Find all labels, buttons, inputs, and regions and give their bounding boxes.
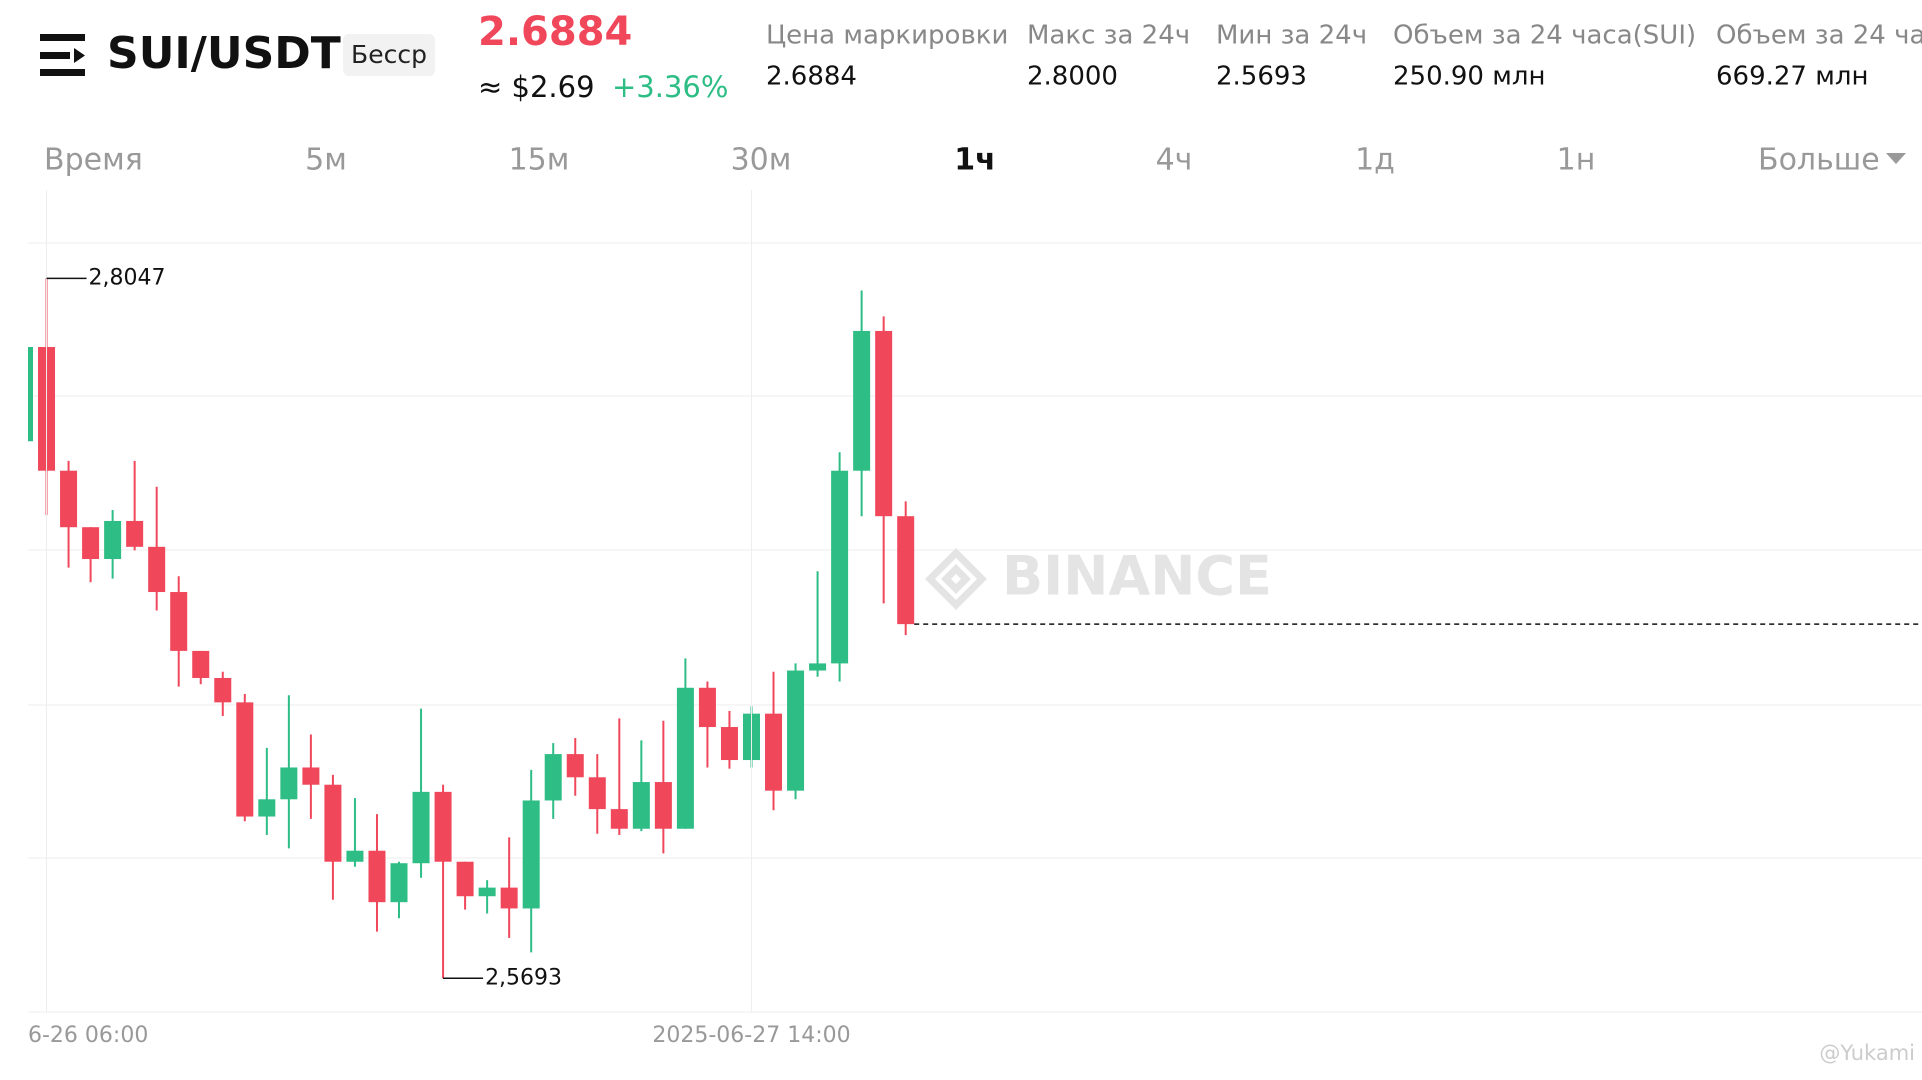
candle-body	[853, 330, 871, 471]
watermark: BINANCE	[1002, 545, 1272, 608]
tab[interactable]: Больше	[1758, 143, 1880, 178]
candle-body	[544, 754, 562, 801]
menu-bar	[40, 34, 85, 41]
candle-body	[280, 767, 298, 800]
tab[interactable]: 5м	[305, 143, 347, 178]
extreme-label: 2,8047	[89, 265, 166, 290]
candle-body	[456, 861, 474, 897]
dropdown-arrow[interactable]	[1886, 153, 1906, 164]
tab[interactable]: 30м	[731, 143, 792, 178]
candle-body	[104, 520, 122, 560]
candle-body	[897, 516, 915, 625]
credit: @Yukami	[1819, 1041, 1915, 1065]
candle-body	[192, 650, 210, 678]
candle-body	[875, 330, 893, 517]
candle-body	[610, 809, 628, 829]
candle-body	[324, 784, 342, 862]
candle-body	[765, 713, 783, 791]
candle-body	[60, 470, 78, 528]
menu-icon[interactable]	[40, 34, 85, 76]
candle-body	[676, 687, 694, 829]
candle-body	[302, 767, 320, 785]
badge: Бесср	[351, 40, 427, 69]
chart: BINANCE 6-26 06:00 2025-06-27 14:00 2,8047…	[28, 190, 1922, 1048]
candle-body	[787, 670, 805, 791]
candle-body	[434, 791, 452, 862]
tab[interactable]: 1д	[1355, 143, 1395, 178]
candle-body	[588, 777, 606, 810]
candle-body	[368, 850, 386, 903]
tabs: Время 5м 15м 30м 1ч 4ч 1д 1н Больше	[44, 143, 1906, 178]
candle-body	[500, 887, 518, 909]
candle-body	[258, 799, 276, 817]
tab[interactable]: 1ч	[954, 143, 995, 178]
stat-label: Объем за 24 часа(SUI)	[1393, 21, 1696, 51]
menu-bar	[40, 52, 70, 59]
x-tick-label: 6-26 06:00	[28, 1023, 148, 1048]
stat-value: 669.27 млн	[1716, 62, 1868, 92]
usd-price: ≈ $2.69	[478, 70, 595, 104]
candle-body	[412, 791, 430, 864]
candle-body	[478, 887, 496, 897]
candle-body	[831, 470, 849, 664]
stat-value: 2.8000	[1027, 62, 1118, 92]
stat-label: Объем за 24 час	[1716, 21, 1922, 51]
candle-body	[720, 727, 738, 761]
stat-value: 250.90 млн	[1393, 62, 1545, 92]
candle-body	[698, 687, 716, 728]
candles	[28, 278, 915, 979]
tab[interactable]: Время	[44, 143, 143, 178]
stat-label: Макс за 24ч	[1027, 21, 1190, 51]
candle-body	[214, 677, 232, 703]
candle-body	[809, 663, 827, 671]
candle-body	[236, 702, 254, 817]
change: +3.36%	[612, 70, 728, 104]
candle-body	[654, 782, 672, 829]
watermark-logo	[925, 548, 987, 610]
stat-label: Цена маркировки	[766, 21, 1008, 51]
candle-body	[148, 546, 166, 593]
tab[interactable]: 1н	[1557, 143, 1596, 178]
candle-body	[28, 347, 33, 442]
pair[interactable]: SUI/USDT	[107, 28, 341, 79]
candle-body	[346, 850, 364, 862]
menu-bar	[40, 69, 85, 76]
x-tick-label: 2025-06-27 14:00	[652, 1023, 850, 1048]
tab[interactable]: 4ч	[1156, 143, 1193, 178]
candle-body	[566, 754, 584, 778]
candle-body	[82, 527, 100, 560]
stats: Цена маркировки 2.6884 Макс за 24ч 2.8000 Ми…	[766, 21, 1922, 92]
stat-value: 2.5693	[1216, 62, 1307, 92]
last-price: 2.6884	[478, 9, 632, 55]
stat-value: 2.6884	[766, 62, 857, 92]
badge-bg	[343, 34, 435, 76]
menu-arrow	[74, 48, 85, 63]
candle-body	[522, 800, 540, 909]
tab[interactable]: 15м	[509, 143, 570, 178]
extreme-label: 2,5693	[485, 965, 562, 990]
candle-body	[126, 520, 144, 547]
candle-body	[632, 782, 650, 829]
candle-body	[170, 592, 188, 651]
candle-body	[390, 863, 408, 903]
stat-label: Мин за 24ч	[1216, 21, 1367, 51]
